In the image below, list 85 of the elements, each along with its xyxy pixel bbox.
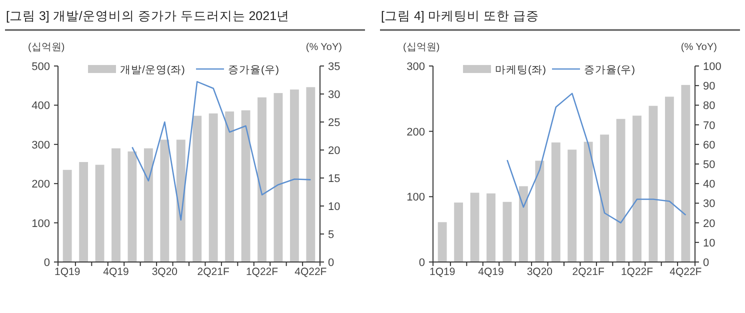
y2-tick-label: 70 — [703, 120, 716, 132]
bar — [144, 148, 153, 262]
bar — [502, 202, 512, 262]
x-tick-label: 2Q21F — [572, 266, 604, 278]
y-axis-title: (십억원) — [28, 42, 65, 53]
bar — [306, 87, 316, 262]
x-tick-label: 1Q19 — [54, 266, 80, 278]
bar — [192, 116, 202, 262]
x-tick-label: 4Q19 — [478, 266, 504, 278]
bar — [160, 140, 170, 262]
y2-tick-label: 25 — [328, 117, 340, 129]
x-tick-label: 1Q22F — [620, 266, 654, 278]
bar — [486, 193, 496, 262]
y2-tick-label: 0 — [328, 257, 334, 269]
y2-tick-label: 30 — [328, 89, 340, 101]
legend-label: 마케팅(좌) — [495, 64, 546, 76]
x-tick-label: 1Q19 — [429, 266, 456, 278]
bar — [681, 84, 690, 262]
bar — [241, 110, 250, 262]
bar — [274, 93, 283, 262]
bar — [95, 164, 104, 262]
bar — [535, 160, 544, 262]
y-tick-label: 200 — [32, 178, 50, 191]
x-tick-label: 2Q21F — [197, 266, 230, 278]
y2-tick-label: 10 — [328, 201, 340, 213]
y2-tick-label: 30 — [703, 198, 716, 210]
y2-tick-label: 80 — [703, 100, 716, 112]
legend-label: 증가율(우) — [228, 64, 279, 76]
y-tick-label: 100 — [32, 218, 50, 230]
y2-tick-label: 100 — [703, 61, 722, 73]
x-tick-label: 4Q22F — [670, 266, 702, 278]
y-tick-label: 500 — [32, 61, 50, 73]
y2-tick-label: 10 — [703, 237, 716, 250]
y2-tick-label: 20 — [703, 218, 716, 230]
bar — [258, 97, 266, 262]
y2-tick-label: 5 — [328, 229, 334, 241]
bar — [648, 106, 658, 262]
bar — [176, 140, 186, 262]
bar — [62, 170, 72, 262]
line-series — [132, 81, 312, 221]
x-tick-label: 4Q19 — [103, 266, 129, 278]
y-tick-label: 0 — [44, 257, 50, 269]
bar — [664, 96, 674, 262]
bar — [616, 118, 626, 262]
y2-tick-label: 90 — [703, 80, 716, 93]
y2-tick-label: 20 — [328, 145, 340, 157]
bar — [438, 222, 447, 262]
y2-tick-label: 60 — [703, 139, 716, 152]
x-tick-label: 4Q22F — [294, 266, 327, 278]
bar — [518, 186, 528, 262]
y-axis-title: (십억원) — [403, 42, 440, 53]
x-tick-label: 1Q22F — [246, 266, 278, 278]
y-tick-label: 300 — [32, 139, 50, 152]
bar — [225, 111, 234, 262]
bar — [600, 134, 610, 262]
bar — [454, 202, 464, 262]
y2-tick-label: 50 — [703, 159, 716, 171]
bar — [112, 148, 120, 262]
chart-title: [그림 3] 개발/운영비의 증가가 두드러지는 2021년 — [6, 9, 290, 23]
chart-title: [그림 4] 마케팅비 또한 급증 — [381, 9, 539, 23]
y2-axis-title: (% YoY) — [680, 42, 717, 53]
y-tick-label: 400 — [32, 100, 50, 112]
y2-tick-label: 35 — [328, 61, 340, 73]
x-tick-label: 3Q20 — [526, 266, 553, 278]
line-series — [506, 92, 686, 224]
bar — [79, 162, 88, 262]
y2-tick-label: 15 — [328, 173, 340, 185]
legend-label: 개발/운영(좌) — [120, 64, 185, 76]
y-tick-label: 300 — [406, 61, 425, 73]
y-tick-label: 0 — [418, 257, 425, 269]
bar — [632, 116, 642, 262]
y2-tick-label: 0 — [703, 257, 710, 269]
y-tick-label: 200 — [406, 126, 425, 138]
bar — [290, 90, 299, 262]
x-tick-label: 3Q20 — [152, 266, 178, 278]
y2-axis-title: (% YoY) — [306, 42, 342, 53]
bar — [584, 142, 593, 262]
y2-tick-label: 40 — [703, 178, 716, 191]
bar — [568, 150, 577, 262]
legend-label: 증가율(우) — [584, 64, 635, 76]
y-tick-label: 100 — [406, 192, 425, 204]
bar — [128, 151, 137, 262]
bar — [470, 192, 480, 262]
bar — [551, 142, 560, 262]
bar — [208, 113, 218, 262]
